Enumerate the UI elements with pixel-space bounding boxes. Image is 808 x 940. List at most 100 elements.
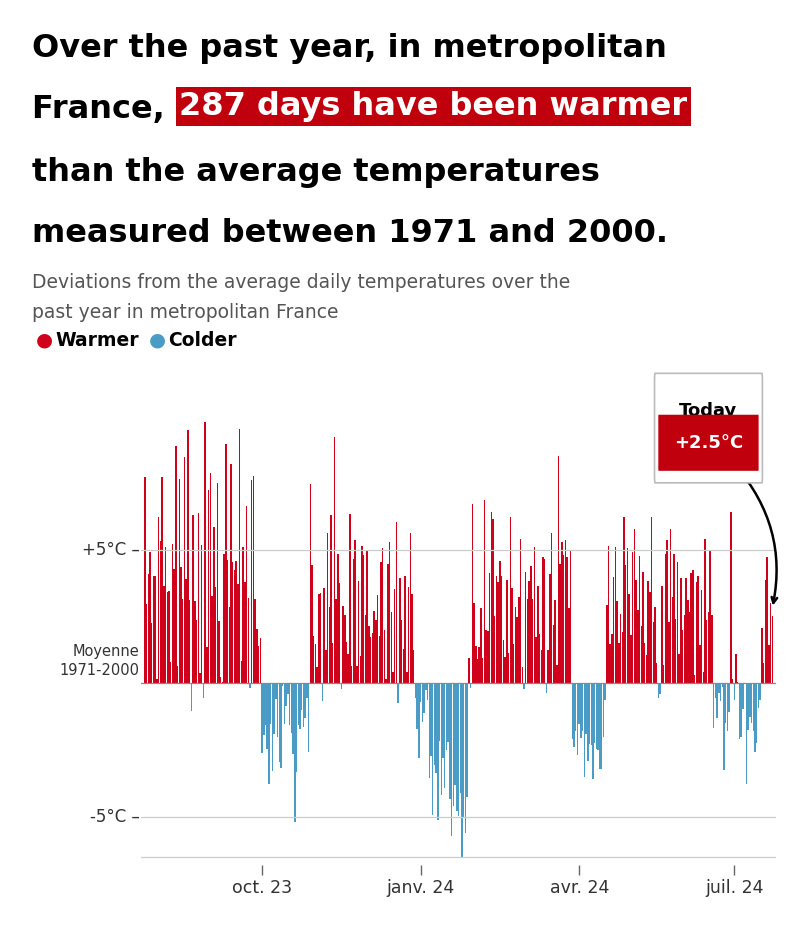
- Bar: [217, 483, 218, 683]
- Bar: [449, 683, 451, 799]
- Bar: [539, 634, 541, 683]
- Bar: [306, 683, 308, 698]
- Bar: [246, 507, 247, 683]
- Text: Over the past year, in metropolitan: Over the past year, in metropolitan: [32, 33, 667, 64]
- Bar: [355, 540, 356, 683]
- Bar: [463, 683, 465, 818]
- Bar: [422, 683, 423, 723]
- Bar: [346, 642, 347, 683]
- Bar: [439, 683, 440, 741]
- Bar: [480, 607, 482, 683]
- Bar: [503, 640, 504, 683]
- Bar: [740, 683, 742, 737]
- Bar: [554, 600, 556, 683]
- Bar: [247, 598, 249, 683]
- Bar: [766, 557, 768, 683]
- Bar: [341, 683, 342, 689]
- Bar: [472, 504, 473, 683]
- Bar: [591, 683, 592, 745]
- Bar: [189, 600, 191, 683]
- Bar: [234, 571, 235, 683]
- Bar: [718, 683, 720, 693]
- Bar: [215, 587, 217, 683]
- Bar: [542, 556, 544, 683]
- Bar: [696, 582, 697, 683]
- Bar: [644, 643, 646, 683]
- Bar: [553, 625, 554, 683]
- Bar: [162, 478, 163, 683]
- Bar: [601, 683, 602, 769]
- Bar: [291, 683, 292, 733]
- Bar: [301, 683, 302, 711]
- Bar: [332, 643, 334, 683]
- Bar: [229, 607, 230, 683]
- Bar: [232, 562, 234, 683]
- Bar: [265, 683, 266, 726]
- Bar: [520, 540, 521, 683]
- Bar: [191, 683, 192, 711]
- Bar: [364, 616, 366, 683]
- Bar: [428, 683, 430, 778]
- Bar: [606, 604, 608, 683]
- Bar: [536, 637, 537, 683]
- Bar: [377, 595, 378, 683]
- Bar: [571, 683, 573, 739]
- Bar: [658, 683, 659, 698]
- Bar: [532, 600, 533, 683]
- Bar: [242, 547, 244, 683]
- Bar: [337, 555, 339, 683]
- Bar: [682, 631, 684, 683]
- Bar: [270, 683, 271, 724]
- Bar: [420, 683, 421, 702]
- Text: +2.5°C: +2.5°C: [674, 433, 743, 452]
- Bar: [223, 554, 225, 683]
- Bar: [630, 635, 632, 683]
- Bar: [259, 638, 261, 683]
- Text: measured between 1971 and 2000.: measured between 1971 and 2000.: [32, 218, 668, 249]
- Bar: [709, 551, 711, 683]
- Bar: [629, 594, 630, 683]
- Bar: [541, 650, 542, 683]
- Bar: [368, 626, 369, 683]
- Bar: [713, 683, 714, 728]
- Bar: [768, 645, 769, 683]
- Text: Deviations from the average daily temperatures over the: Deviations from the average daily temper…: [32, 273, 570, 291]
- Bar: [728, 683, 730, 713]
- Bar: [387, 564, 389, 683]
- Bar: [175, 446, 177, 683]
- Bar: [404, 576, 406, 683]
- Bar: [326, 533, 328, 683]
- Bar: [496, 576, 497, 683]
- Bar: [253, 477, 255, 683]
- Bar: [213, 527, 214, 683]
- Bar: [456, 683, 457, 811]
- Bar: [204, 422, 206, 683]
- Bar: [687, 600, 688, 683]
- Bar: [530, 566, 532, 683]
- Bar: [513, 645, 515, 683]
- Bar: [458, 683, 459, 817]
- Text: ●: ●: [36, 331, 53, 350]
- Bar: [244, 582, 246, 683]
- Bar: [425, 683, 427, 690]
- Bar: [394, 588, 395, 683]
- Bar: [186, 579, 187, 683]
- Bar: [516, 617, 518, 683]
- Bar: [760, 683, 761, 700]
- Bar: [545, 683, 547, 694]
- Bar: [360, 656, 361, 683]
- Bar: [589, 683, 591, 744]
- Bar: [563, 555, 565, 683]
- Bar: [305, 683, 306, 718]
- Bar: [432, 683, 433, 815]
- Bar: [654, 607, 656, 683]
- Bar: [373, 611, 375, 683]
- Bar: [551, 533, 553, 683]
- Bar: [656, 664, 658, 683]
- Bar: [344, 615, 346, 683]
- Bar: [149, 553, 151, 683]
- Bar: [363, 555, 364, 683]
- Bar: [582, 683, 583, 731]
- Bar: [401, 619, 402, 683]
- Bar: [256, 629, 258, 683]
